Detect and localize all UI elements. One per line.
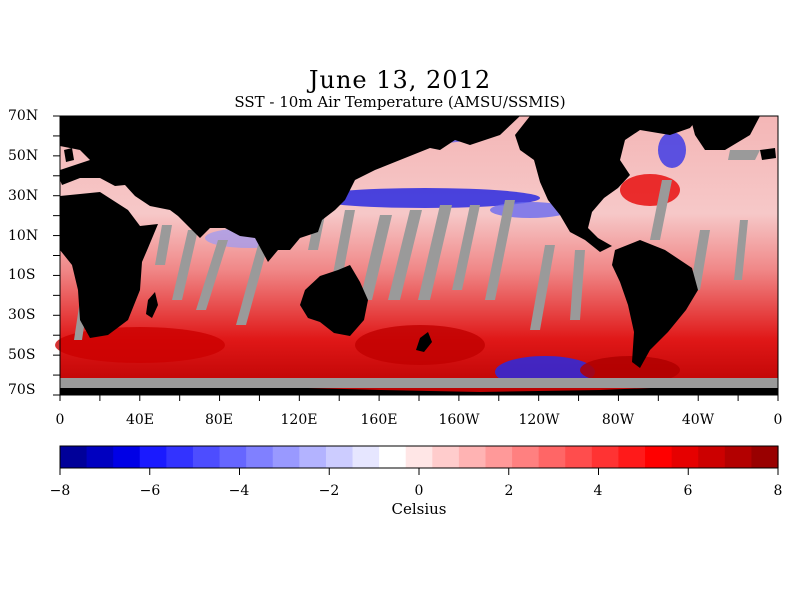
colorbar-tick-label: −2	[318, 483, 340, 499]
swath-gap	[485, 200, 515, 300]
swath-gap	[330, 210, 355, 290]
colorbar-segment	[724, 446, 752, 468]
colorbar-segment	[405, 446, 433, 468]
colorbar-segment	[565, 446, 593, 468]
land	[60, 116, 778, 395]
colorbar-segment	[432, 446, 460, 468]
sea-ice-missing	[60, 378, 778, 388]
lon-label: 0	[55, 412, 65, 428]
colorbar-segment	[751, 446, 779, 468]
lat-label: 50N	[8, 148, 39, 164]
colorbar-segment	[352, 446, 380, 468]
colorbar-tick-label: −6	[139, 483, 161, 499]
swath-gap	[570, 250, 585, 320]
colorbar-segment	[60, 446, 88, 468]
land-south-america	[612, 240, 698, 368]
colorbar-tick-label: 4	[593, 483, 603, 499]
lat-label: 10S	[8, 267, 36, 283]
lon-label: 160W	[438, 412, 480, 428]
colorbar-segment	[512, 446, 540, 468]
colorbar-segment	[671, 446, 699, 468]
cool-anomaly-labrador	[658, 132, 686, 168]
land-madagascar	[146, 292, 158, 318]
colorbar-segment	[698, 446, 726, 468]
colorbar-segment	[139, 446, 167, 468]
swath-gap	[530, 245, 555, 330]
colorbar-segment	[379, 446, 407, 468]
swath-gap	[196, 240, 228, 310]
swath-gap	[734, 220, 748, 280]
warm-anomaly-south-east-pacific	[580, 356, 680, 384]
colorbar-tick-label: −8	[49, 483, 71, 499]
land-uk	[64, 148, 74, 162]
lat-label: 30S	[8, 307, 36, 323]
colorbar-segment	[192, 446, 221, 468]
map-subtitle: SST - 10m Air Temperature (AMSU/SSMIS)	[234, 93, 566, 111]
lon-label: 40W	[681, 412, 715, 428]
lat-ticks	[53, 115, 60, 396]
colorbar-tick-label: 0	[414, 483, 424, 499]
colorbar-segment	[325, 446, 354, 468]
colorbar-title: Celsius	[391, 500, 447, 518]
swath-gap	[650, 180, 672, 240]
lon-label: 40E	[125, 412, 155, 428]
land-eurasia	[60, 116, 520, 262]
land-greenland	[690, 116, 760, 150]
swath-gap	[690, 230, 710, 290]
colorbar-segment	[591, 446, 620, 468]
colorbar-segment	[618, 446, 646, 468]
colorbar-segment	[645, 446, 673, 468]
swath-gap	[452, 205, 480, 290]
swath-gap	[155, 225, 172, 265]
swath-gap	[388, 210, 422, 300]
lon-label: 120E	[280, 412, 318, 428]
lat-label: 30N	[8, 188, 39, 204]
swath-gap	[172, 230, 198, 300]
colorbar-segment	[219, 446, 247, 468]
swath-gap	[360, 215, 392, 300]
swath-gap	[418, 205, 452, 300]
lon-label: 80E	[204, 412, 234, 428]
lon-label: 0	[773, 412, 783, 428]
lon-label: 120W	[518, 412, 560, 428]
lat-label: 10N	[8, 228, 39, 244]
land-north-america	[515, 116, 700, 252]
land-new-zealand	[416, 332, 432, 352]
colorbar	[60, 446, 779, 468]
colorbar-segment	[299, 446, 327, 468]
colorbar-segment	[538, 446, 566, 468]
colorbar-segment	[166, 446, 194, 468]
colorbar-segment	[86, 446, 114, 468]
land-australia	[300, 265, 368, 336]
colorbar-tick-label: 6	[683, 483, 693, 499]
colorbar-segment	[272, 446, 300, 468]
colorbar-segment	[246, 446, 274, 468]
lon-ticks	[59, 395, 779, 401]
swath-gap	[236, 245, 268, 325]
land-africa	[60, 192, 158, 338]
colorbar-tick-label: 2	[504, 483, 514, 499]
colorbar-tick-label: −4	[228, 483, 250, 499]
lon-label: 80W	[601, 412, 635, 428]
lat-label: 70S	[8, 382, 36, 398]
colorbar-segment	[458, 446, 487, 468]
lat-label: 70N	[8, 108, 39, 124]
lon-label: 160E	[360, 412, 398, 428]
land-iceland	[760, 148, 776, 160]
colorbar-ticks	[59, 468, 779, 475]
swath-gap	[728, 150, 760, 160]
warm-anomaly-north-atlantic	[620, 174, 680, 206]
cool-anomaly-north-pacific	[310, 188, 540, 208]
colorbar-tick-label: 8	[773, 483, 783, 499]
colorbar-segment	[113, 446, 141, 468]
colorbar-segment	[485, 446, 513, 468]
lat-label: 50S	[8, 347, 36, 363]
map-title: June 13, 2012	[308, 66, 492, 94]
